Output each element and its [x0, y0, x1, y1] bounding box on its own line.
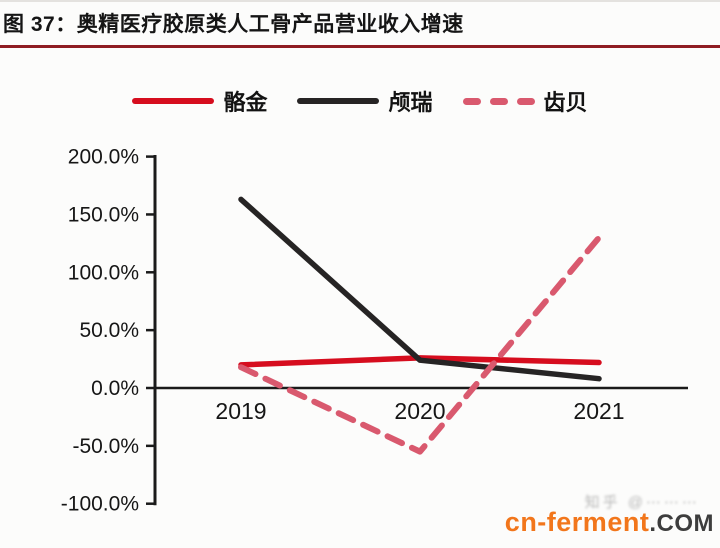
watermark-brand-suffix: .COM	[649, 510, 714, 537]
y-tick-label: -50.0%	[72, 435, 139, 458]
legend-line-swatch	[297, 98, 380, 104]
legend-label: 颅瑞	[388, 90, 433, 115]
legend-line-swatch	[132, 98, 215, 104]
series-line-齿贝	[238, 234, 602, 455]
y-tick-label: 50.0%	[79, 319, 139, 342]
x-axis-label: 2019	[215, 398, 266, 424]
y-tick-label: -100.0%	[61, 493, 139, 516]
legend-label: 骼金	[223, 90, 268, 115]
y-tick-label: 100.0%	[68, 261, 139, 284]
legend-item-颅瑞: 颅瑞	[297, 85, 433, 117]
legend-label: 齿贝	[543, 90, 588, 115]
illegible-watermark-text: 知乎 @⋯⋯⋯	[584, 494, 700, 511]
x-axis-label: 2021	[573, 398, 624, 424]
y-tick-label: 150.0%	[68, 203, 139, 226]
x-axis-label: 2020	[394, 398, 445, 424]
watermark-brand: cn-ferment.COM	[505, 507, 714, 537]
watermark: 知乎 @⋯⋯⋯ cn-ferment.COM	[505, 494, 714, 538]
legend-item-骼金: 骼金	[132, 85, 267, 117]
y-tick-label: 0.0%	[91, 377, 139, 400]
series-line-颅瑞	[238, 196, 602, 382]
legend-item-齿贝: 齿贝	[462, 85, 588, 117]
chart-legend: 骼金 颅瑞 齿贝	[0, 85, 720, 117]
watermark-brand-name: cn-ferment	[504, 507, 650, 537]
figure-title: 图 37：奥精医疗胶原类人工骨产品营业收入增速	[3, 13, 464, 36]
figure-title-bar: 图 37：奥精医疗胶原类人工骨产品营业收入增速	[0, 2, 720, 49]
legend-dashed-line-swatch	[462, 97, 535, 105]
y-tick-label: 200.0%	[68, 146, 139, 169]
